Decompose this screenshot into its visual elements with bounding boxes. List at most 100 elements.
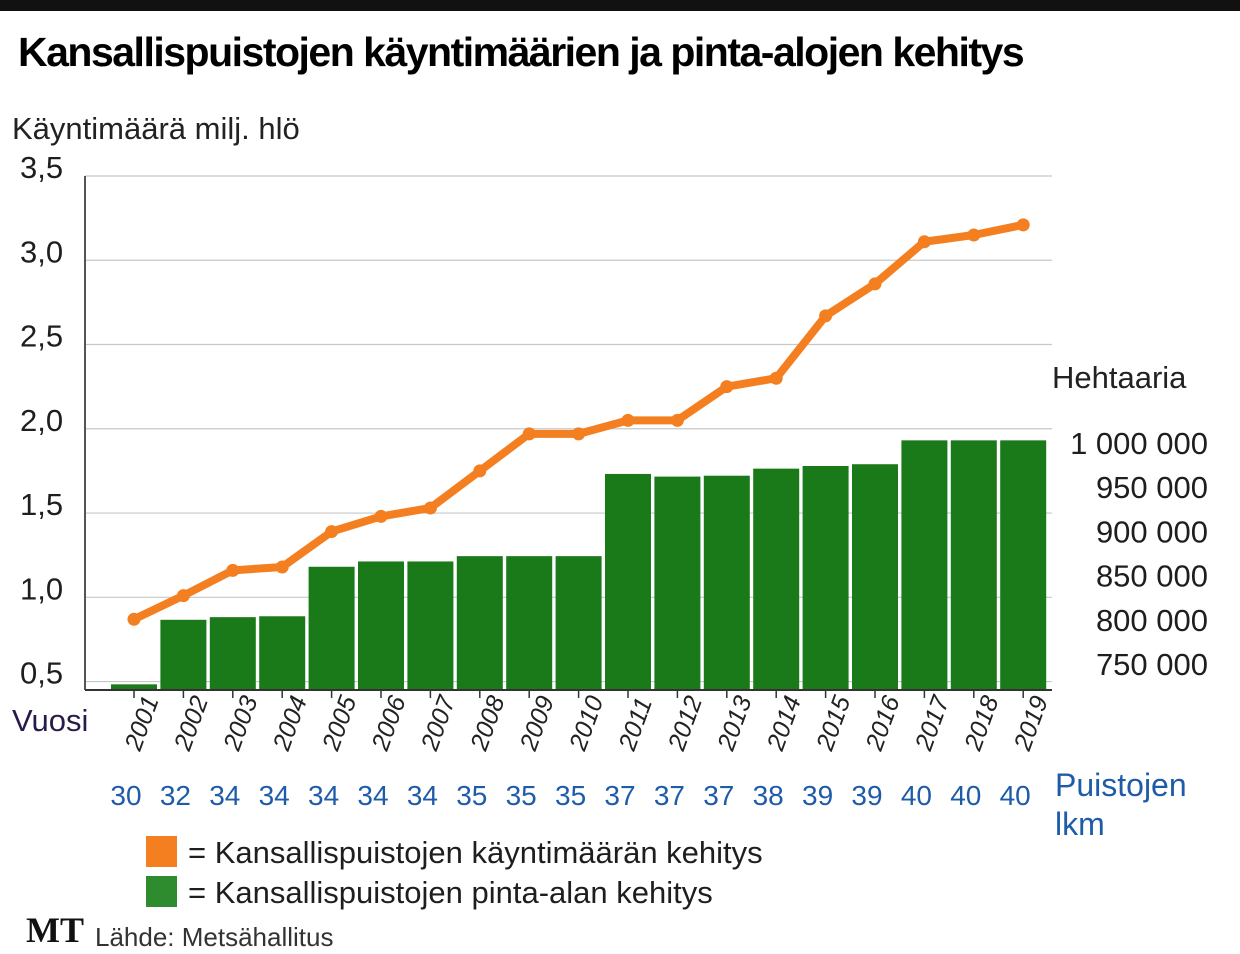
park-count-2001: 30 [110,780,141,811]
year-label-2004: 2004 [267,692,313,755]
right-tick-label: 950 000 [1096,470,1208,505]
x-axis-title: Vuosi [12,703,88,738]
year-label-2015: 2015 [811,692,857,755]
top-rule [0,0,1240,11]
park-count-2004: 34 [259,780,290,811]
area-bar-2007 [407,561,454,690]
area-bar-2010 [555,556,602,690]
right-tick-label: 1 000 000 [1070,426,1208,461]
area-bar-2003 [209,617,256,690]
left-tick-label: 2,5 [20,319,63,354]
visits-point-2004 [275,560,289,574]
right-tick-label: 900 000 [1096,514,1208,549]
year-label-2012: 2012 [662,692,708,755]
park-count-2018: 40 [950,780,981,811]
year-label-2011: 2011 [613,694,658,755]
visits-point-2019 [1016,218,1030,232]
park-count-2019: 40 [1000,780,1031,811]
area-bar-2008 [456,556,503,690]
visits-point-2015 [819,309,833,323]
year-label-2001: 2001 [119,692,165,755]
right-tick-label: 850 000 [1096,559,1208,594]
legend-swatch-visits [146,836,177,867]
park-count-2015: 39 [802,780,833,811]
visits-point-2016 [868,277,882,291]
park-count-title-line2: lkm [1055,806,1105,842]
left-tick-label: 3,5 [20,150,63,185]
area-bar-2017 [901,440,948,690]
year-label-2006: 2006 [366,692,412,755]
park-count-2011: 37 [604,780,635,811]
year-label-2010: 2010 [564,692,610,755]
year-label-2016: 2016 [860,692,906,755]
right-axis-title: Hehtaaria [1052,360,1187,395]
visits-point-2007 [423,501,437,515]
visits-point-2011 [621,413,635,427]
area-bar-2004 [259,616,306,690]
visits-point-2006 [374,509,388,523]
visits-point-2009 [522,427,536,441]
legend-label-visits: = Kansallispuistojen käyntimäärän kehity… [188,835,763,870]
park-count-2016: 39 [851,780,882,811]
park-count-2007: 34 [407,780,438,811]
left-tick-label: 1,0 [20,571,63,606]
legend-swatch-area [146,876,177,907]
left-tick-labels: 0,5 1,0 1,5 2,0 2,5 3,0 3,5 [20,150,63,691]
park-count-2005: 34 [308,780,339,811]
right-tick-labels: 750 000 800 000 850 000 900 000 950 000 1 000… [1070,426,1208,682]
visits-point-2008 [473,464,487,478]
year-label-2018: 2018 [959,692,1005,755]
area-bar-2011 [605,473,651,690]
area-bar-2018 [950,440,997,690]
area-bar-2012 [654,476,701,690]
park-count-2017: 40 [901,780,932,811]
visits-point-2018 [967,228,981,242]
visits-point-2001 [127,612,141,626]
left-tick-label: 2,0 [20,403,63,438]
left-tick-label: 0,5 [20,656,63,691]
year-label-2005: 2005 [317,692,363,755]
area-bar-2002 [160,619,207,690]
area-bar-2016 [852,464,898,690]
year-label-2003: 2003 [218,692,264,755]
park-count-2006: 34 [357,780,388,811]
year-label-2014: 2014 [761,692,807,755]
left-tick-label: 3,0 [20,234,63,269]
area-bar-2006 [358,561,404,690]
right-tick-label: 750 000 [1096,647,1208,682]
area-bar-2015 [802,465,849,690]
park-count-2012: 37 [654,780,685,811]
area-bar-2005 [308,566,355,690]
visits-point-2012 [670,413,684,427]
area-bar-2013 [703,475,750,690]
right-tick-label: 800 000 [1096,603,1208,638]
chart-title: Kansallispuistojen käyntimäärien ja pint… [18,29,1024,75]
visits-point-2013 [720,380,734,394]
visits-point-2010 [572,427,586,441]
year-label-2009: 2009 [514,692,560,755]
park-count-2002: 32 [160,780,191,811]
park-count-2008: 35 [456,780,487,811]
park-count-labels: 30 32 34 34 34 34 34 35 35 35 37 37 37 38 39 39 40 40 40 [110,780,1030,811]
area-bar-2009 [506,556,553,690]
visits-point-2005 [325,525,339,539]
park-count-2003: 34 [209,780,240,811]
visits-point-2002 [176,589,190,603]
visits-point-2017 [917,235,931,249]
area-bar-2019 [1000,440,1047,690]
year-label-2013: 2013 [712,692,758,755]
park-count-2013: 37 [703,780,734,811]
park-count-2009: 35 [506,780,537,811]
left-tick-label: 1,5 [20,487,63,522]
source-note: Lähde: Metsähallitus [95,922,333,952]
area-bar-2014 [753,468,800,690]
year-label-2008: 2008 [465,692,511,755]
area-bar-2001 [111,684,157,690]
visits-point-2003 [226,563,240,577]
mt-logo: MT [26,910,84,950]
year-label-2007: 2007 [415,691,461,755]
visits-point-2014 [769,371,783,385]
park-count-title-line1: Puistojen [1055,767,1187,803]
visits-line [127,218,1030,626]
left-axis-title: Käyntimäärä milj. hlö [12,111,300,146]
